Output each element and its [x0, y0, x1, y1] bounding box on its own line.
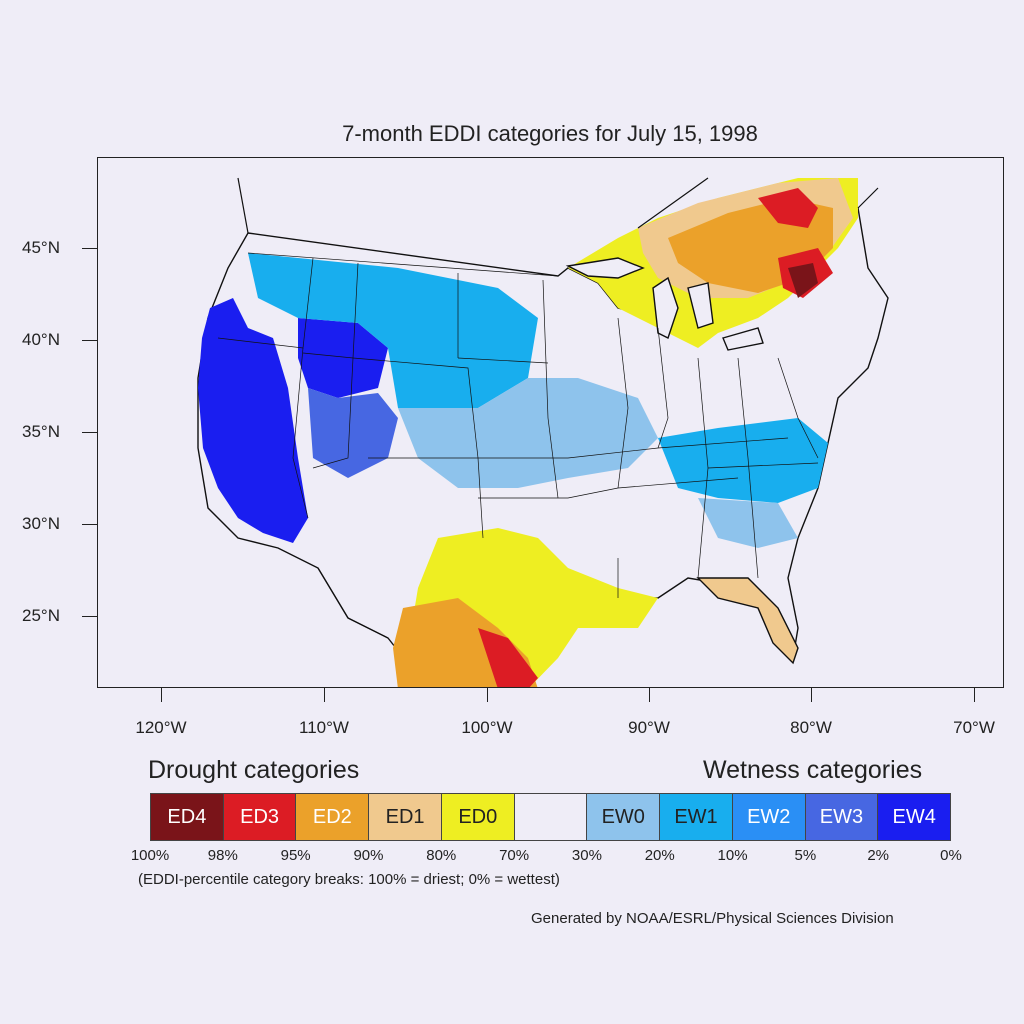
legend-box-ed3: ED3 — [223, 794, 297, 840]
legend-box-neutral — [514, 794, 588, 840]
lon-tick — [811, 688, 812, 702]
drought-categories-title: Drought categories — [148, 756, 360, 784]
wetness-categories-title: Wetness categories — [703, 756, 923, 784]
legend-box-ew1: EW1 — [660, 794, 733, 840]
lat-label-40: 40°N — [22, 330, 60, 349]
lon-label-100: 100°W — [461, 718, 513, 737]
legend-box-ed2: ED2 — [296, 794, 370, 840]
eddi-map — [197, 177, 889, 687]
region-ed3-texas — [478, 628, 538, 687]
lat-label-30: 30°N — [22, 514, 60, 533]
legend-note: (EDDI-percentile category breaks: 100% =… — [138, 871, 560, 888]
region-ew1-central — [248, 253, 538, 408]
region-ew3-west — [308, 388, 398, 478]
legend-box-ed0: ED0 — [441, 794, 515, 840]
region-ed4-northeast — [788, 263, 818, 298]
percent-break-label: 98% — [207, 847, 238, 864]
lon-label-110: 110°W — [299, 718, 349, 737]
lat-tick — [82, 616, 97, 617]
legend-bar: ED4 ED3 ED2 ED1 ED0 EW0 EW1 EW2 EW3 EW4 — [150, 793, 951, 841]
lon-label-120: 120°W — [135, 718, 187, 737]
lat-label-25: 25°N — [22, 606, 60, 625]
lon-tick — [487, 688, 488, 702]
lon-tick — [161, 688, 162, 702]
percent-break-label: 5% — [794, 847, 817, 864]
lon-label-80: 80°W — [790, 718, 832, 737]
region-ew1-southeast — [658, 418, 828, 503]
legend-box-ew3: EW3 — [805, 794, 879, 840]
percent-break-label: 30% — [571, 847, 602, 864]
percent-break-label: 0% — [940, 847, 962, 864]
percent-break-label: 80% — [426, 847, 457, 864]
lon-label-90: 90°W — [628, 718, 670, 737]
legend-box-ew0: EW0 — [587, 794, 661, 840]
lat-tick — [82, 248, 97, 249]
legend-box-ew4: EW4 — [878, 794, 951, 840]
percent-break-label: 20% — [644, 847, 675, 864]
great-lakes — [565, 257, 764, 351]
percent-break-label: 90% — [353, 847, 384, 864]
region-ew0-central — [398, 378, 658, 488]
credit: Generated by NOAA/ESRL/Physical Sciences… — [531, 910, 894, 927]
border-lines — [237, 177, 879, 639]
lon-label-70: 70°W — [953, 718, 995, 737]
legend-box-ed4: ED4 — [151, 794, 224, 840]
lat-label-45: 45°N — [22, 238, 60, 257]
lat-tick — [82, 340, 97, 341]
percent-break-label: 95% — [280, 847, 311, 864]
map-frame — [97, 157, 1004, 688]
legend-box-ew2: EW2 — [732, 794, 806, 840]
region-ew4-west — [198, 298, 308, 543]
legend-box-ed1: ED1 — [369, 794, 442, 840]
percent-break-label: 10% — [717, 847, 748, 864]
lat-tick — [82, 432, 97, 433]
lat-label-35: 35°N — [22, 422, 60, 441]
percent-break-label: 70% — [499, 847, 530, 864]
lon-tick — [649, 688, 650, 702]
lon-tick — [974, 688, 975, 702]
percent-break-label: 100% — [130, 847, 170, 864]
percent-break-label: 2% — [867, 847, 890, 864]
lon-tick — [324, 688, 325, 702]
state-boundaries — [217, 252, 819, 598]
region-ew0-southeast — [698, 498, 798, 548]
region-ew4-west2 — [298, 318, 388, 398]
map-title: 7-month EDDI categories for July 15, 199… — [342, 121, 758, 146]
florida — [696, 577, 799, 665]
lat-tick — [82, 524, 97, 525]
